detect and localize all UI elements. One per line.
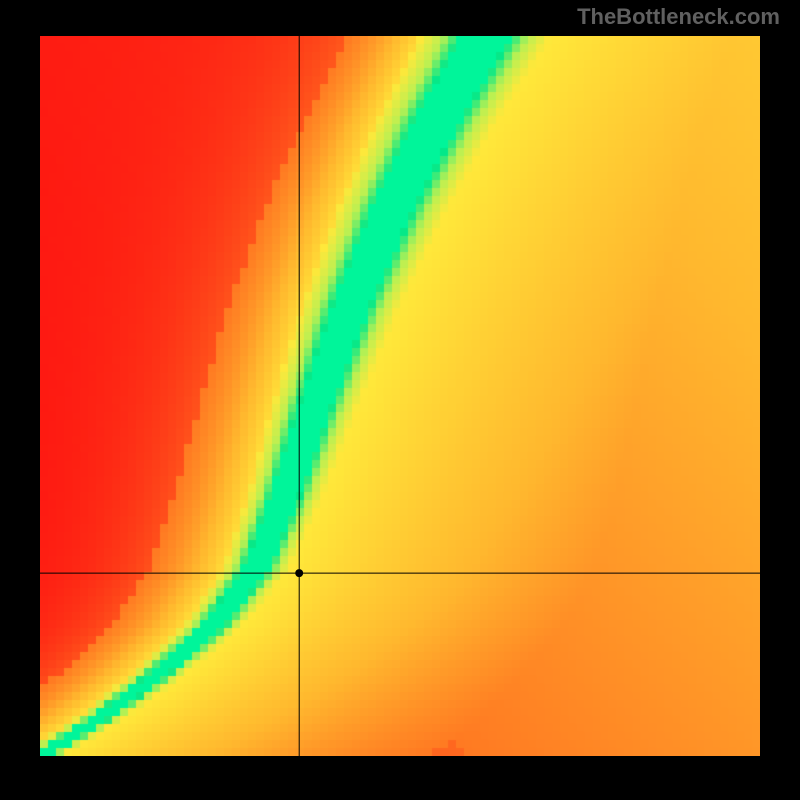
watermark-text: TheBottleneck.com — [577, 4, 780, 30]
heatmap-canvas — [40, 36, 760, 756]
chart-container: TheBottleneck.com — [0, 0, 800, 800]
